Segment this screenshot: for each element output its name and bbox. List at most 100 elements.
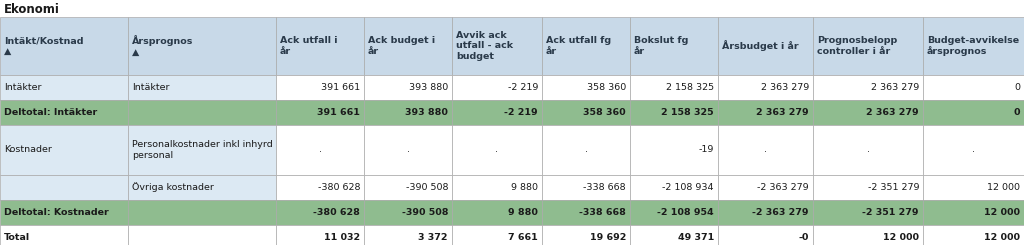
Bar xyxy=(718,200,813,225)
Bar xyxy=(0,200,128,225)
Text: Intäkter: Intäkter xyxy=(4,83,42,92)
Bar xyxy=(718,17,813,75)
Text: Deltotal: Intäkter: Deltotal: Intäkter xyxy=(4,108,97,117)
Text: 2 158 325: 2 158 325 xyxy=(666,83,714,92)
Text: Intäkter: Intäkter xyxy=(132,83,170,92)
Bar xyxy=(923,125,1024,175)
Text: -380 628: -380 628 xyxy=(317,183,360,192)
Text: 2 363 279: 2 363 279 xyxy=(870,83,919,92)
Text: -2 219: -2 219 xyxy=(508,83,538,92)
Bar xyxy=(0,225,128,245)
Bar xyxy=(364,75,452,100)
Text: -2 351 279: -2 351 279 xyxy=(867,183,919,192)
Bar xyxy=(128,200,276,225)
Text: 49 371: 49 371 xyxy=(678,233,714,242)
Text: 358 360: 358 360 xyxy=(584,108,626,117)
Bar xyxy=(718,100,813,125)
Bar xyxy=(0,175,128,200)
Bar xyxy=(923,200,1024,225)
Text: -2 219: -2 219 xyxy=(505,108,538,117)
Bar xyxy=(718,75,813,100)
Text: Ack utfall fg
år: Ack utfall fg år xyxy=(546,36,611,56)
Text: -2 363 279: -2 363 279 xyxy=(758,183,809,192)
Text: -2 108 954: -2 108 954 xyxy=(657,208,714,217)
Bar xyxy=(813,175,923,200)
Bar xyxy=(630,75,718,100)
Bar xyxy=(923,175,1024,200)
Text: -2 363 279: -2 363 279 xyxy=(753,208,809,217)
Text: -19: -19 xyxy=(698,146,714,155)
Text: -338 668: -338 668 xyxy=(580,208,626,217)
Bar xyxy=(542,125,630,175)
Text: -390 508: -390 508 xyxy=(406,183,449,192)
Bar xyxy=(276,17,364,75)
Bar xyxy=(0,100,128,125)
Text: Budget-avvikelse
årsprognos: Budget-avvikelse årsprognos xyxy=(927,36,1019,56)
Bar xyxy=(452,17,542,75)
Text: Årsprognos
▲: Årsprognos ▲ xyxy=(132,35,194,57)
Text: 358 360: 358 360 xyxy=(587,83,626,92)
Text: .: . xyxy=(585,146,588,155)
Bar xyxy=(276,125,364,175)
Text: Ack budget i
år: Ack budget i år xyxy=(368,36,435,56)
Text: Övriga kostnader: Övriga kostnader xyxy=(132,183,214,192)
Text: 391 661: 391 661 xyxy=(317,108,360,117)
Text: Kostnader: Kostnader xyxy=(4,146,52,155)
Bar xyxy=(364,200,452,225)
Bar xyxy=(0,17,128,75)
Text: 2 363 279: 2 363 279 xyxy=(866,108,919,117)
Bar xyxy=(813,100,923,125)
Text: -2 351 279: -2 351 279 xyxy=(862,208,919,217)
Bar xyxy=(128,17,276,75)
Text: .: . xyxy=(496,146,499,155)
Bar xyxy=(718,125,813,175)
Text: .: . xyxy=(318,146,322,155)
Text: 3 372: 3 372 xyxy=(419,233,449,242)
Text: Total: Total xyxy=(4,233,30,242)
Text: 2 363 279: 2 363 279 xyxy=(757,108,809,117)
Bar xyxy=(128,225,276,245)
Bar xyxy=(542,100,630,125)
Text: Bokslut fg
år: Bokslut fg år xyxy=(634,36,688,56)
Bar xyxy=(452,75,542,100)
Bar xyxy=(813,200,923,225)
Text: .: . xyxy=(866,146,869,155)
Bar xyxy=(630,17,718,75)
Text: 2 158 325: 2 158 325 xyxy=(662,108,714,117)
Text: Personalkostnader inkl inhyrd
personal: Personalkostnader inkl inhyrd personal xyxy=(132,140,272,160)
Bar xyxy=(630,125,718,175)
Bar xyxy=(0,75,128,100)
Text: Deltotal: Kostnader: Deltotal: Kostnader xyxy=(4,208,109,217)
Text: 9 880: 9 880 xyxy=(508,208,538,217)
Bar xyxy=(923,75,1024,100)
Bar xyxy=(364,175,452,200)
Text: -380 628: -380 628 xyxy=(313,208,360,217)
Bar xyxy=(542,225,630,245)
Text: 12 000: 12 000 xyxy=(984,233,1020,242)
Bar xyxy=(452,225,542,245)
Bar xyxy=(813,75,923,100)
Text: Ack utfall i
år: Ack utfall i år xyxy=(280,36,338,56)
Bar xyxy=(128,75,276,100)
Bar xyxy=(128,125,276,175)
Text: 393 880: 393 880 xyxy=(406,108,449,117)
Text: -390 508: -390 508 xyxy=(401,208,449,217)
Bar xyxy=(452,125,542,175)
Text: 11 032: 11 032 xyxy=(324,233,360,242)
Bar xyxy=(452,200,542,225)
Bar xyxy=(718,175,813,200)
Bar xyxy=(452,100,542,125)
Bar xyxy=(923,225,1024,245)
Bar xyxy=(276,175,364,200)
Bar xyxy=(276,225,364,245)
Bar xyxy=(630,100,718,125)
Bar xyxy=(364,17,452,75)
Text: Ekonomi: Ekonomi xyxy=(4,3,59,16)
Text: 391 661: 391 661 xyxy=(321,83,360,92)
Bar xyxy=(128,100,276,125)
Text: Prognosbelopp
controller i år: Prognosbelopp controller i år xyxy=(817,36,897,56)
Bar xyxy=(813,125,923,175)
Text: Intäkt/Kostnad
▲: Intäkt/Kostnad ▲ xyxy=(4,36,84,56)
Text: 7 661: 7 661 xyxy=(508,233,538,242)
Text: 0: 0 xyxy=(1014,108,1020,117)
